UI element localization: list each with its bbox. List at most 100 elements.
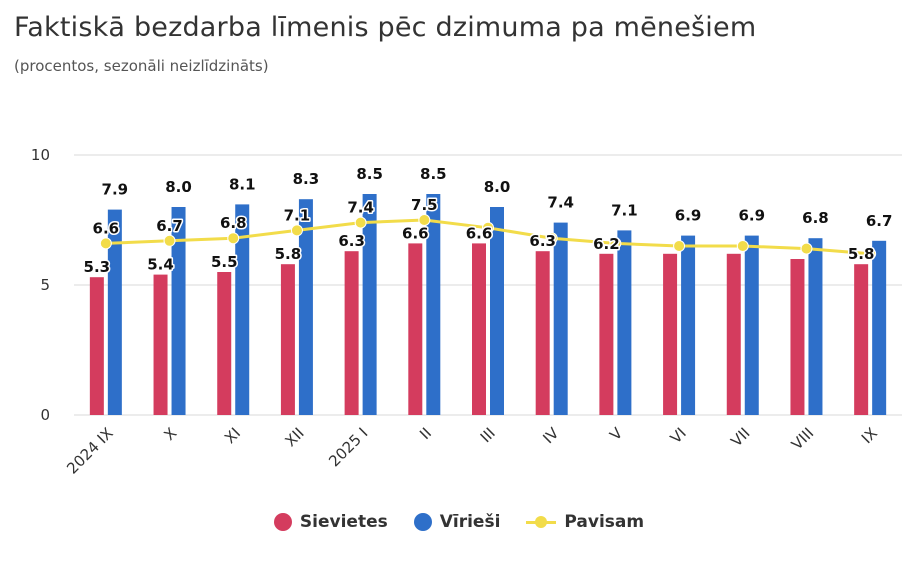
point-total (609, 237, 622, 250)
x-tick-label: VIII (788, 424, 817, 453)
point-total (800, 242, 813, 255)
bar-men (426, 194, 441, 415)
bar-women (726, 253, 741, 415)
legend-item-women[interactable]: Sievietes (273, 512, 388, 532)
x-tick-label: 2025 I (325, 424, 371, 470)
data-label-men: 8.0 (165, 178, 192, 196)
data-label-total: 6.8 (220, 214, 247, 232)
data-label-total-halo: 7.4 (347, 199, 374, 217)
x-tick-label: III (477, 424, 499, 446)
data-label-women: 6.3 (338, 232, 365, 250)
data-label-men-halo: 8.5 (356, 165, 383, 183)
legend-total-label: Pavisam (564, 512, 645, 532)
bar-women (89, 277, 104, 415)
x-tick-label: XII (282, 424, 308, 450)
point-total (227, 232, 240, 245)
legend-total-line-icon (526, 513, 557, 531)
legend-women-marker-icon (273, 513, 292, 531)
data-label-men-halo: 7.1 (611, 201, 638, 219)
bar-men (235, 204, 250, 415)
bar-men (171, 207, 186, 415)
data-label-men-halo: 7.4 (547, 194, 574, 212)
bar-men (490, 207, 504, 415)
data-label-women: 6.3 (529, 232, 556, 250)
point-total (354, 216, 367, 229)
x-tick-label: XI (221, 424, 244, 447)
bar-women (535, 251, 550, 415)
y-tick-label: 0 (40, 406, 50, 424)
bar-women (790, 259, 805, 415)
bar-men (298, 199, 313, 415)
point-total (545, 232, 558, 245)
chart-title: Faktiskā bezdarba līmenis pēc dzimuma pa… (14, 12, 757, 43)
bar-men (872, 240, 887, 415)
bar-women (854, 264, 869, 415)
bar-women (344, 251, 359, 415)
data-label-total: 7.4 (347, 199, 374, 217)
legend-women-label: Sievietes (299, 512, 388, 532)
data-label-women: 5.8 (275, 245, 302, 263)
legend-item-men[interactable]: Vīrieši (413, 512, 500, 532)
x-tick-label: VII (727, 424, 753, 450)
data-label-total-halo: 6.8 (220, 214, 247, 232)
x-tick-label: IV (539, 424, 563, 448)
bar-men (681, 235, 696, 415)
data-label-men: 6.9 (675, 207, 702, 225)
bar-men (808, 238, 823, 415)
data-label-women: 5.5 (211, 253, 238, 271)
bar-women (472, 243, 486, 415)
data-label-women-halo: 5.8 (275, 245, 302, 263)
data-label-total-halo: 7.1 (284, 206, 311, 224)
data-label-men: 8.3 (293, 170, 320, 188)
bar-women (599, 253, 614, 415)
point-total (673, 240, 686, 252)
bar-men (362, 194, 377, 415)
legend-item-total[interactable]: Pavisam (526, 512, 644, 532)
chart-subtitle: (procentos, sezonāli neizlīdzināts) (14, 57, 269, 75)
data-label-men: 6.8 (802, 209, 829, 227)
data-label-women: 5.4 (147, 256, 174, 274)
data-label-men: 6.7 (866, 212, 893, 230)
data-label-men-halo: 6.9 (738, 207, 765, 225)
bar-women (280, 264, 295, 415)
data-label-men: 8.1 (229, 175, 256, 193)
x-tick-label: IX (858, 424, 881, 447)
bars-layer (89, 194, 887, 415)
data-label-women-halo: 5.4 (147, 256, 174, 274)
data-label-total: 6.7 (156, 217, 183, 235)
point-total (290, 224, 303, 237)
x-tick-label: V (606, 424, 627, 445)
grid-layer (74, 154, 902, 416)
point-total (864, 247, 877, 260)
data-label-men: 8.5 (420, 165, 447, 183)
data-label-women-halo: 5.8 (848, 245, 875, 263)
data-label-women-halo: 6.6 (466, 224, 493, 242)
y-tick-label: 10 (31, 146, 50, 164)
data-label-women: 5.8 (848, 245, 875, 263)
data-label-men: 8.0 (484, 178, 511, 196)
data-label-total-halo: 6.7 (156, 217, 183, 235)
data-label-men: 7.4 (547, 194, 574, 212)
bar-men (107, 209, 122, 415)
data-label-women: 6.6 (402, 224, 429, 242)
point-total (163, 234, 176, 247)
line-layer (99, 214, 877, 260)
data-label-total-halo: 7.5 (411, 196, 438, 214)
data-label-women-halo: 6.2 (593, 235, 620, 253)
data-label-women-halo: 6.3 (338, 232, 365, 250)
bar-men (744, 235, 759, 415)
bar-women (408, 243, 423, 415)
point-total (736, 240, 749, 252)
x-tick-label: 2024 IX (63, 424, 116, 477)
data-label-women-halo: 6.6 (402, 224, 429, 242)
legend-men-marker-icon (413, 513, 432, 531)
point-total (482, 221, 494, 234)
data-label-total: 6.6 (93, 219, 120, 237)
legend-total-dot-icon (535, 516, 548, 528)
data-label-men-halo: 8.1 (229, 175, 256, 193)
labels-layer: 5.35.37.97.96.66.65.45.48.08.06.76.75.55… (82, 164, 894, 278)
data-label-men-halo: 6.8 (802, 209, 829, 227)
data-label-men: 6.9 (738, 207, 765, 225)
data-label-men-halo: 8.0 (165, 178, 192, 196)
data-label-men: 8.5 (356, 165, 383, 183)
